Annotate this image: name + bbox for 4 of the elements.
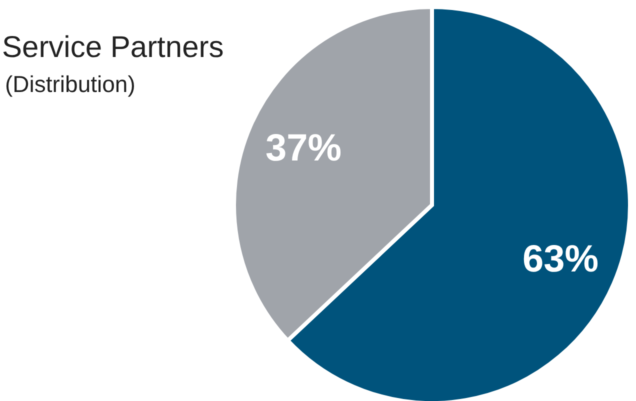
slice-label: Service Partners [2, 31, 224, 64]
data-label: 63% [522, 238, 599, 281]
text: (Distribution) [5, 71, 136, 97]
data-label: 37% [265, 127, 342, 170]
